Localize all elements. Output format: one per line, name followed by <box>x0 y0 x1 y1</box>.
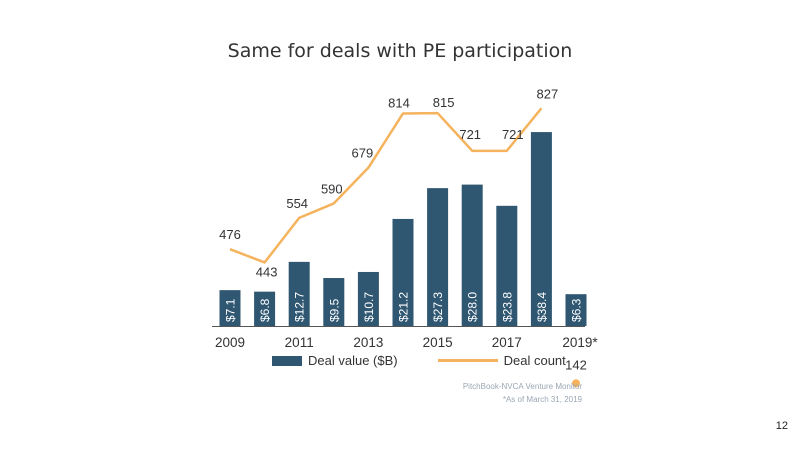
line-value-label-2015: 815 <box>433 95 455 110</box>
legend-item-deal-count: Deal count <box>437 353 566 368</box>
x-tick-label-2017: 2017 <box>492 335 522 350</box>
bar-2011 <box>288 261 310 326</box>
bar-value-label-2010: $6.8 <box>258 298 272 322</box>
source-line-1: PitchBook-NVCA Venture Monitor <box>462 382 582 391</box>
bar-value-label-2011: $12.7 <box>293 292 307 322</box>
line-value-label-2017: 721 <box>502 127 524 142</box>
line-value-label-2010: 443 <box>256 264 278 279</box>
chart-title: Same for deals with PE participation <box>227 40 573 62</box>
x-tick-label-2011: 2011 <box>285 335 314 350</box>
bar-2014 <box>392 218 414 326</box>
line-value-label-2019*: 142 <box>565 357 587 372</box>
x-tick-label-2019*: 2019* <box>562 335 598 350</box>
deal-count-point-2019* <box>572 379 580 388</box>
line-value-label-2016: 721 <box>459 127 481 142</box>
line-value-label-2018: 827 <box>537 86 559 101</box>
bar-2017 <box>496 205 518 326</box>
line-value-label-2014: 814 <box>388 95 410 110</box>
bar-2012 <box>323 278 345 326</box>
bar-value-label-2017: $23.8 <box>500 292 514 322</box>
legend-label-deal-value: Deal value ($B) <box>308 353 398 368</box>
source-line-2: *As of March 31, 2019 <box>502 395 582 404</box>
page-number: 12 <box>775 420 788 432</box>
line-value-label-2009: 476 <box>219 227 241 242</box>
bar-value-label-2016: $28.0 <box>466 292 480 322</box>
legend-label-deal-count: Deal count <box>503 353 566 368</box>
bar-value-label-2018: $38.4 <box>535 292 549 322</box>
legend-item-deal-value: Deal value ($B) <box>272 353 398 368</box>
bar-2018 <box>530 132 552 326</box>
legend-swatch-bar <box>272 355 302 366</box>
bar-2010 <box>254 291 276 326</box>
bar-value-label-2014: $21.2 <box>397 292 411 322</box>
bar-value-label-2019*: $6.3 <box>570 298 584 322</box>
bar-value-label-2009: $7.1 <box>224 298 238 322</box>
bar-2015 <box>427 188 449 326</box>
bar-2013 <box>357 271 379 326</box>
line-value-label-2012: 590 <box>321 181 343 196</box>
x-tick-label-2009: 2009 <box>215 335 245 350</box>
line-value-label-2013: 679 <box>352 146 374 161</box>
bar-value-label-2012: $9.5 <box>327 298 341 322</box>
bar-2016 <box>461 184 483 326</box>
line-value-label-2011: 554 <box>286 196 308 211</box>
x-tick-label-2013: 2013 <box>353 335 383 350</box>
bar-2019* <box>565 294 587 326</box>
bar-value-label-2015: $27.3 <box>431 292 445 322</box>
legend-swatch-line <box>437 359 498 362</box>
bar-value-label-2013: $10.7 <box>362 292 376 322</box>
source-note: PitchBook-NVCA Venture Monitor *As of Ma… <box>463 380 582 406</box>
deal-count-line <box>229 107 543 264</box>
bar-2009 <box>219 290 241 326</box>
chart-legend: Deal value ($B) Deal count <box>272 353 606 368</box>
x-tick-label-2015: 2015 <box>423 335 453 350</box>
